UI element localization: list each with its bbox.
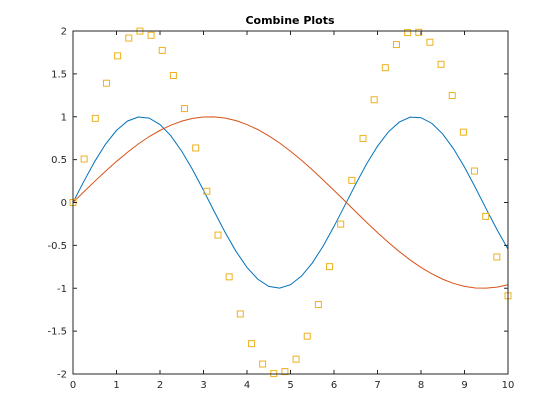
series-3-marker-21: [292, 355, 300, 363]
x-tick-label-10: 9: [461, 380, 467, 391]
x-tick-label-9: 8: [418, 380, 424, 391]
y-tick-label-8: 1.5: [51, 69, 67, 80]
series-3-marker-22: [303, 332, 311, 340]
series-3-marker-11: [181, 105, 189, 113]
x-tick-label-5: 4: [244, 380, 250, 391]
series-3-marker-30: [392, 41, 400, 49]
series-3-marker-39: [493, 253, 501, 261]
series-3-marker-9: [158, 46, 166, 54]
chart-title: Combine Plots: [245, 14, 335, 27]
series-3-marker-25: [337, 220, 345, 228]
series-3-marker-5: [114, 52, 122, 60]
series-3-marker-24: [326, 263, 334, 271]
plot-background: [73, 31, 508, 374]
y-tick-label-4: -0.5: [47, 241, 67, 252]
series-3-marker-28: [370, 96, 378, 104]
series-group: [69, 27, 512, 378]
series-3-marker-13: [203, 187, 211, 195]
series-3-marker-36: [459, 128, 467, 136]
axes-layer: 0 1 2 3 4 5 6 7 8 9 10 -2 -1.5 -1 -0.5 0 0.5 1 1.5 2: [47, 27, 514, 392]
y-tick-label-2: -1.5: [47, 327, 67, 338]
x-tick-label-8: 7: [374, 380, 380, 391]
series-3-marker-23: [314, 301, 322, 309]
series-layer: [69, 27, 512, 378]
series-1-line: [72, 116, 509, 289]
x-tick-label-1: 0: [70, 380, 76, 391]
x-tick-label-3: 2: [157, 380, 163, 391]
series-3-marker-15: [225, 273, 233, 281]
series-3-marker-3: [91, 114, 99, 122]
series-3-marker-29: [381, 64, 389, 72]
y-tick-label-1: -2: [57, 370, 67, 381]
y-tick-label-3: -1: [57, 284, 67, 295]
series-3-marker-12: [192, 144, 200, 152]
series-3-marker-27: [359, 134, 367, 142]
series-3-marker-4: [102, 79, 110, 87]
x-tick-label-6: 5: [287, 380, 293, 391]
series-3-marker-26: [348, 176, 356, 184]
y-tick-label-9: 2: [61, 27, 67, 38]
x-tick-label-11: 10: [502, 380, 515, 391]
x-tick-label-4: 3: [200, 380, 206, 391]
series-3-marker-8: [147, 31, 155, 39]
series-3-marker-37: [471, 167, 479, 175]
series-3-marker-18: [259, 360, 267, 368]
series-2-line: [72, 116, 509, 289]
series-3-marker-38: [482, 212, 490, 220]
plot-area: [73, 31, 508, 374]
series-3-marker-6: [125, 34, 133, 42]
series-3-marker-32: [415, 28, 423, 36]
series-3-markers: [69, 27, 512, 378]
series-3-marker-17: [247, 340, 255, 348]
series-3-marker-35: [448, 92, 456, 100]
series-3-marker-10: [169, 72, 177, 79]
x-tick-label-7: 6: [331, 380, 337, 391]
series-3-marker-34: [437, 60, 445, 68]
series-3-marker-2: [80, 155, 88, 163]
y-tick-label-6: 0.5: [51, 155, 67, 166]
y-tick-label-5: 0: [61, 198, 67, 209]
series-3-marker-14: [214, 231, 222, 239]
series-3-marker-20: [281, 368, 289, 376]
y-tick-label-7: 1: [61, 112, 67, 123]
x-tick-label-2: 1: [113, 380, 119, 391]
series-3-marker-16: [236, 310, 244, 318]
series-3-marker-31: [404, 29, 412, 37]
series-3-marker-33: [426, 38, 434, 46]
